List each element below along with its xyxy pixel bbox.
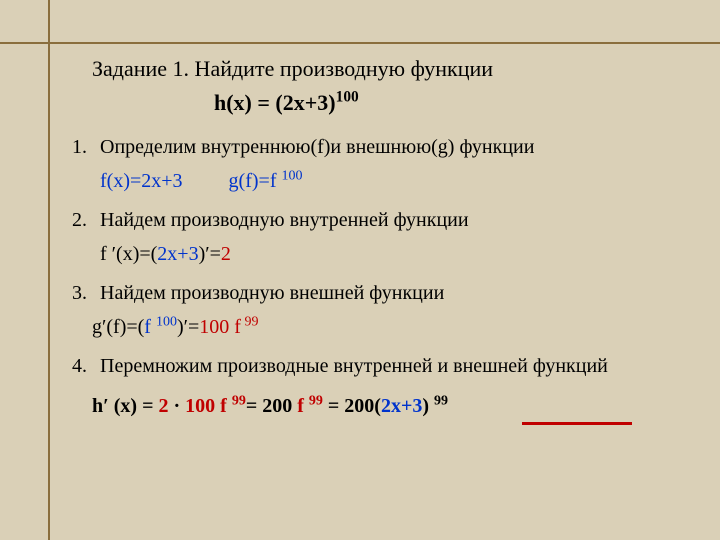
s4-lhs: h′ (x) =: [92, 395, 158, 417]
main-formula: h(x) = (2x+3)100: [64, 90, 684, 116]
step-2: Найдем производную внутренней функции: [92, 207, 684, 233]
s3-exp1: 100: [156, 314, 177, 329]
step-2-sub: f ′(x)=(2x+3)′=2: [100, 243, 684, 266]
step-3-sub: g′(f)=(f 100)′=100 f 99: [92, 316, 684, 339]
s2-lhs: f ′(x)=(: [100, 243, 157, 265]
steps-list-4: Перемножим производные внутренней и внеш…: [64, 353, 684, 379]
s4-f: f: [297, 395, 309, 417]
g-def-rhs-exp: 100: [281, 168, 302, 183]
f-def-lhs: f(x)=: [100, 170, 141, 192]
s4-eq1: = 200: [246, 395, 297, 417]
answer-underline: [522, 422, 632, 425]
s4-close: ): [422, 395, 434, 417]
s3-lhs: g′(f)=(: [92, 316, 144, 338]
horizontal-rule: [0, 42, 720, 44]
steps-list-2: Найдем производную внутренней функции: [64, 207, 684, 233]
step-1-text: Определим внутреннюю(f)и внешнюю(g) функ…: [100, 136, 534, 158]
s3-mid: )′=: [177, 316, 199, 338]
step-4-sub: h′ (x) = 2 · 100 f 99= 200 f 99 = 200(2x…: [92, 395, 684, 425]
f-def-rhs: 2x+3: [141, 170, 182, 192]
slide-content: Задание 1. Найдите производную функции h…: [64, 56, 684, 439]
s4-exp99c: 99: [434, 393, 448, 408]
main-formula-exp: 100: [336, 89, 359, 106]
g-def-rhs-base: f: [270, 170, 282, 192]
s3-exp2: 99: [241, 314, 259, 329]
main-formula-base: h(x) = (2x+3): [214, 90, 336, 115]
s4-inner: 2x+3: [381, 395, 422, 417]
s4-dot: ·: [168, 395, 185, 417]
s2-mid: )′=: [199, 243, 221, 265]
s4-100f: 100 f: [185, 395, 232, 417]
step-4-text: Перемножим производные внутренней и внеш…: [100, 355, 608, 377]
s2-inner: 2x+3: [157, 243, 198, 265]
steps-list: Определим внутреннюю(f)и внешнюю(g) функ…: [64, 134, 684, 160]
step-1: Определим внутреннюю(f)и внешнюю(g) функ…: [92, 134, 684, 160]
s2-rhs: 2: [221, 243, 231, 265]
s4-eq2: = 200(: [323, 395, 381, 417]
g-def-lhs: g(f)=: [229, 170, 270, 192]
slide: Задание 1. Найдите производную функции h…: [0, 0, 720, 540]
step-2-text: Найдем производную внутренней функции: [100, 209, 469, 231]
s3-base: f: [144, 316, 156, 338]
s4-exp99a: 99: [232, 393, 246, 408]
s4-two: 2: [158, 395, 168, 417]
task-title: Задание 1. Найдите производную функции: [64, 56, 684, 82]
s4-exp99b: 99: [309, 393, 323, 408]
vertical-rule: [48, 0, 50, 540]
steps-list-3: Найдем производную внешней функции: [64, 280, 684, 306]
step-4: Перемножим производные внутренней и внеш…: [92, 353, 684, 379]
s3-coeff: 100 f: [199, 316, 241, 338]
step-3-text: Найдем производную внешней функции: [100, 282, 444, 304]
step-3: Найдем производную внешней функции: [92, 280, 684, 306]
step-1-sub: f(x)=2x+3 g(f)=f 100: [100, 170, 684, 193]
